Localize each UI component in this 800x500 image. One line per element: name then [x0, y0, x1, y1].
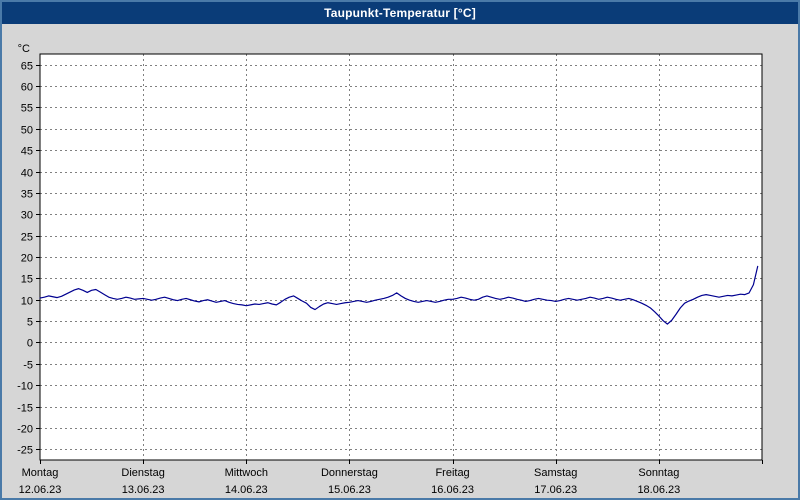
svg-text:10: 10: [21, 296, 33, 308]
svg-text:45: 45: [21, 146, 33, 158]
svg-text:Samstag: Samstag: [534, 467, 577, 479]
svg-text:35: 35: [21, 189, 33, 201]
svg-text:Mittwoch: Mittwoch: [225, 467, 268, 479]
svg-text:12.06.23: 12.06.23: [19, 484, 62, 496]
svg-text:5: 5: [27, 317, 33, 329]
svg-text:-25: -25: [17, 445, 33, 457]
svg-text:60: 60: [21, 82, 33, 94]
svg-text:Montag: Montag: [22, 467, 59, 479]
svg-text:°C: °C: [18, 43, 30, 55]
svg-text:15: 15: [21, 274, 33, 286]
svg-text:Dienstag: Dienstag: [121, 467, 164, 479]
svg-text:Freitag: Freitag: [435, 467, 469, 479]
window-title: Taupunkt-Temperatur [°C]: [2, 2, 798, 24]
svg-text:40: 40: [21, 168, 33, 180]
svg-text:-10: -10: [17, 381, 33, 393]
svg-text:65: 65: [21, 61, 33, 73]
svg-text:55: 55: [21, 103, 33, 115]
svg-text:30: 30: [21, 210, 33, 222]
svg-text:13.06.23: 13.06.23: [122, 484, 165, 496]
svg-text:-20: -20: [17, 424, 33, 436]
svg-text:25: 25: [21, 232, 33, 244]
svg-text:15.06.23: 15.06.23: [328, 484, 371, 496]
svg-text:-5: -5: [23, 360, 33, 372]
svg-text:Sonntag: Sonntag: [638, 467, 679, 479]
svg-text:18.06.23: 18.06.23: [637, 484, 680, 496]
svg-text:17.06.23: 17.06.23: [534, 484, 577, 496]
svg-text:-15: -15: [17, 403, 33, 415]
chart-canvas: 65605550454035302520151050-5-10-15-20-25…: [17, 43, 763, 496]
svg-text:0: 0: [27, 338, 33, 350]
svg-text:14.06.23: 14.06.23: [225, 484, 268, 496]
svg-text:20: 20: [21, 253, 33, 265]
svg-text:Donnerstag: Donnerstag: [321, 467, 378, 479]
svg-text:50: 50: [21, 125, 33, 137]
svg-text:16.06.23: 16.06.23: [431, 484, 474, 496]
